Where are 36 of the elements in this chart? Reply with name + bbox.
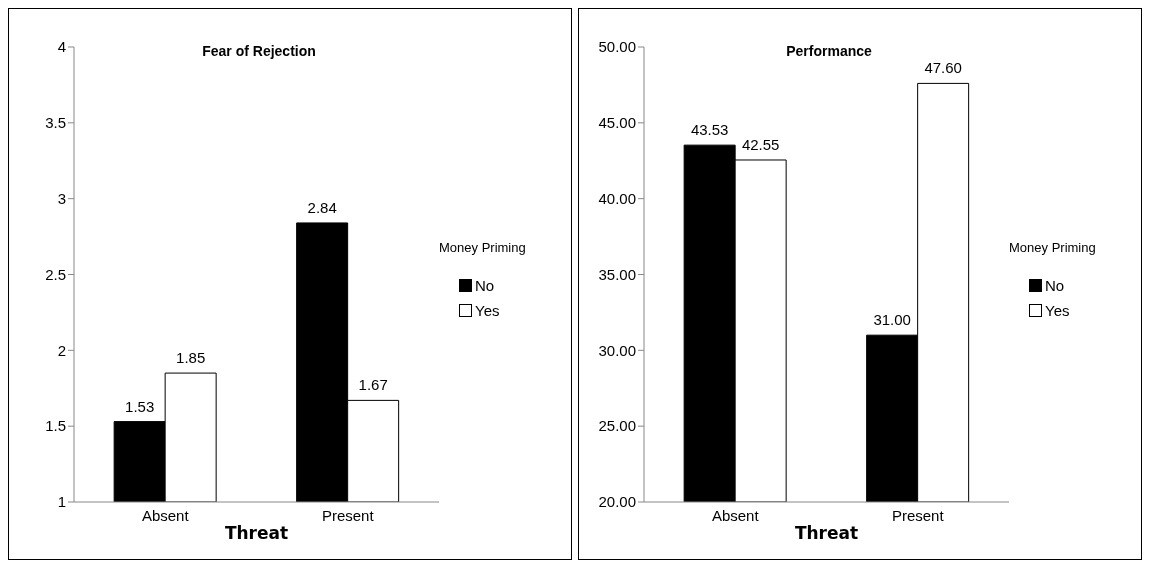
- x-axis-title: Threat: [794, 523, 859, 543]
- y-tick-label: 3.5: [45, 114, 66, 132]
- legend-label: No: [1044, 276, 1066, 294]
- legend-label: Yes: [1044, 301, 1071, 319]
- data-label: 31.00: [873, 311, 911, 329]
- x-tick-label: Absent: [141, 506, 190, 524]
- x-tick-label: Absent: [711, 506, 760, 524]
- y-tick-label: 45.00: [598, 114, 636, 132]
- y-tick-label: 25.00: [598, 417, 636, 435]
- chart-title: Performance: [785, 43, 873, 59]
- y-tick-label: 2: [57, 341, 66, 359]
- x-tick-label: Present: [891, 506, 945, 524]
- y-tick-label: 20.00: [598, 493, 636, 511]
- y-tick-label: 30.00: [598, 341, 636, 359]
- y-tick-label: 1.5: [45, 417, 66, 435]
- legend-label: No: [474, 276, 496, 294]
- legend-title: Money Priming: [439, 239, 527, 255]
- data-label: 43.53: [690, 121, 729, 139]
- data-label: 2.84: [307, 198, 337, 216]
- x-axis-title: Threat: [224, 523, 289, 543]
- chart-title: Fear of Rejection: [201, 43, 317, 59]
- y-tick-label: 35.00: [598, 265, 636, 283]
- y-tick-label: 3: [57, 189, 66, 207]
- data-label: 42.55: [741, 135, 780, 153]
- legend-label: Yes: [474, 301, 501, 319]
- data-label: 1.53: [125, 397, 155, 415]
- y-tick-label: 2.5: [45, 265, 66, 283]
- y-tick-label: 4: [57, 38, 66, 56]
- y-tick-label: 40.00: [598, 189, 636, 207]
- y-tick-label: 1: [57, 493, 66, 511]
- data-label: 1.85: [176, 349, 206, 367]
- legend-title: Money Priming: [1009, 239, 1097, 255]
- data-label: 1.67: [358, 376, 388, 394]
- y-tick-label: 50.00: [598, 38, 636, 56]
- data-label: 47.60: [924, 59, 962, 77]
- x-tick-label: Present: [321, 506, 375, 524]
